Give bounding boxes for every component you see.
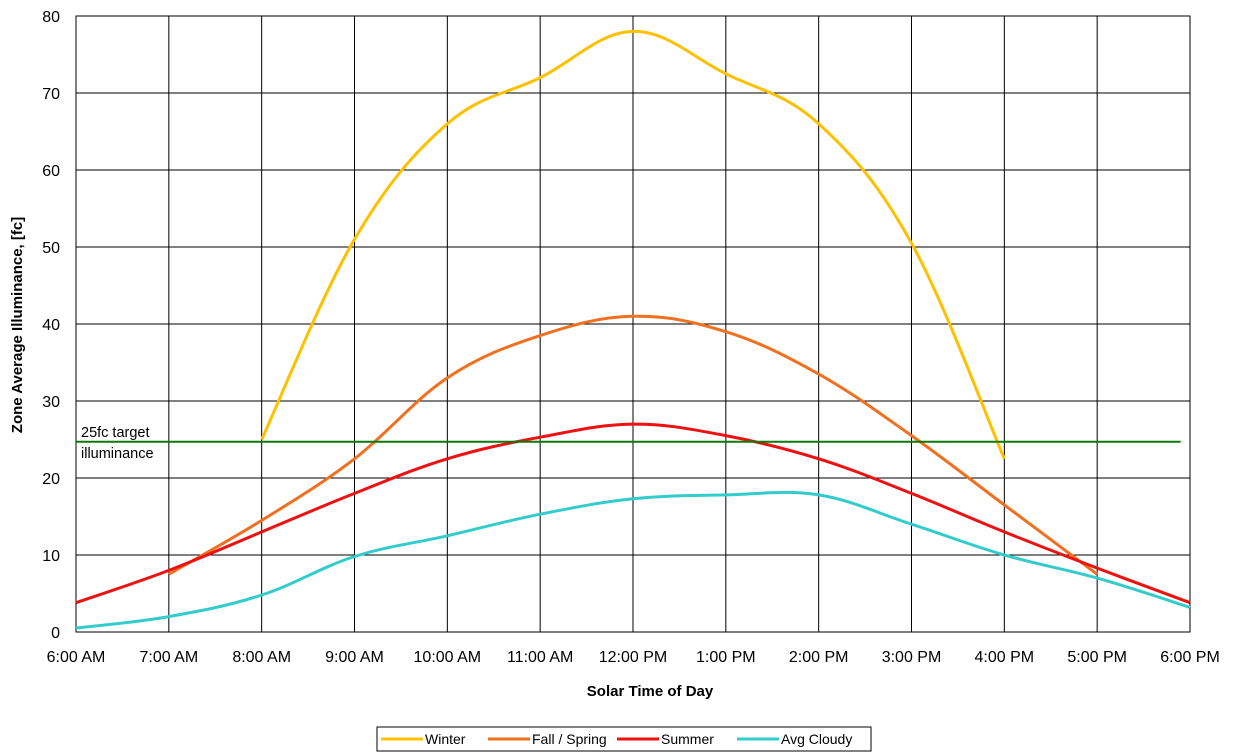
legend-label: Summer (661, 731, 714, 747)
target-label-line1: 25fc target (81, 425, 150, 441)
series-lines (75, 29, 1191, 630)
x-tick-label: 7:00 AM (139, 649, 198, 666)
x-tick-label: 6:00 AM (47, 649, 106, 666)
legend-label: Winter (425, 731, 466, 747)
x-tick-label: 9:00 AM (325, 649, 384, 666)
y-axis-title: Zone Average Illuminance, [fc] (9, 217, 26, 433)
x-tick-label: 10:00 AM (414, 649, 482, 666)
y-tick-label: 60 (42, 163, 60, 180)
legend-label: Fall / Spring (532, 731, 607, 747)
y-tick-labels: 0 10 20 30 40 50 60 70 80 (42, 9, 60, 642)
plot-border (75, 15, 1191, 633)
series-line-fall-spring (168, 314, 1099, 576)
x-axis-title: Solar Time of Day (587, 683, 714, 700)
x-tick-label: 4:00 PM (975, 649, 1035, 666)
x-tick-label: 6:00 PM (1160, 649, 1220, 666)
legend-label: Avg Cloudy (781, 731, 852, 747)
y-tick-label: 40 (42, 317, 60, 334)
x-tick-label: 2:00 PM (789, 649, 849, 666)
grid-lines (75, 15, 1191, 633)
x-tick-label: 8:00 AM (232, 649, 291, 666)
x-tick-label: 12:00 PM (599, 649, 667, 666)
target-line-group: 25fc target illuminance (76, 425, 1181, 462)
series-line-summer (75, 422, 1191, 605)
x-tick-label: 1:00 PM (696, 649, 756, 666)
y-tick-label: 70 (42, 86, 60, 103)
target-label-line2: illuminance (81, 446, 154, 462)
y-tick-label: 20 (42, 471, 60, 488)
series-line-avg-cloudy (75, 490, 1191, 630)
y-tick-label: 30 (42, 394, 60, 411)
y-tick-label: 10 (42, 548, 60, 565)
legend: Winter Fall / Spring Summer Avg Cloudy (376, 726, 872, 752)
x-tick-label: 5:00 PM (1067, 649, 1127, 666)
x-tick-label: 11:00 AM (507, 649, 573, 666)
x-tick-labels: 6:00 AM 7:00 AM 8:00 AM 9:00 AM 10:00 AM 11:0… (47, 649, 1220, 666)
series-line-winter (260, 29, 1006, 460)
y-tick-label: 80 (42, 9, 60, 26)
x-tick-label: 3:00 PM (882, 649, 942, 666)
y-tick-label: 0 (51, 625, 60, 642)
y-tick-label: 50 (42, 240, 60, 257)
